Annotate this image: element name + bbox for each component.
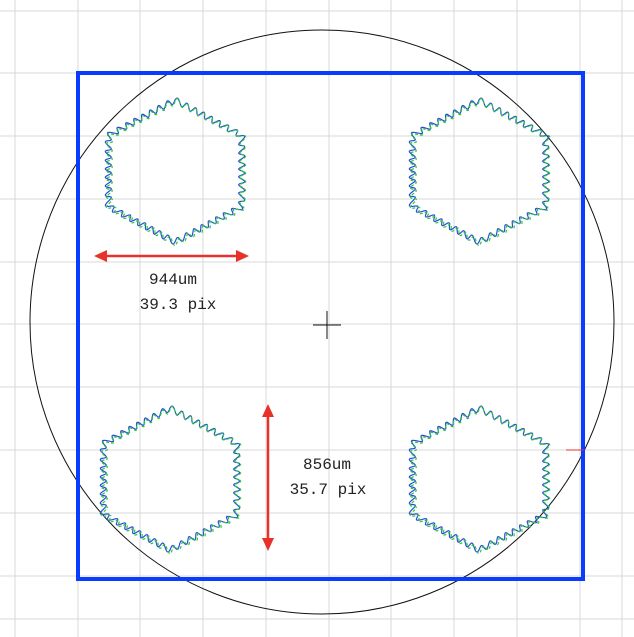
- width-pixels-label: 39.3 pix: [140, 296, 217, 314]
- height-dimension-arrow: [262, 404, 274, 551]
- hexagon-cell-top-left[interactable]: [104, 97, 247, 247]
- width-value-label: 944um: [149, 271, 197, 289]
- cell-outline-green: [409, 97, 551, 247]
- hexagon-cell-bottom-left[interactable]: [99, 405, 242, 555]
- cell-outline-blue: [408, 97, 550, 245]
- cell-outline-green: [100, 405, 242, 555]
- cell-outline-green: [105, 97, 247, 247]
- boundary-rectangle[interactable]: [76, 71, 585, 581]
- hexagon-cells: [99, 97, 551, 555]
- height-value-label: 856um: [303, 456, 351, 474]
- height-pixels-label: 35.7 pix: [290, 481, 367, 499]
- crosshair-icon: [313, 311, 341, 339]
- hexagon-cell-bottom-right[interactable]: [408, 405, 551, 555]
- cell-outline-blue: [104, 97, 246, 245]
- hexagon-cell-top-right[interactable]: [408, 97, 551, 247]
- cell-outline-green: [409, 405, 551, 555]
- cell-outline-blue: [408, 405, 550, 553]
- cell-outline-blue: [99, 405, 241, 553]
- wafer-circle: [29, 29, 615, 615]
- width-dimension-arrow: [94, 250, 249, 262]
